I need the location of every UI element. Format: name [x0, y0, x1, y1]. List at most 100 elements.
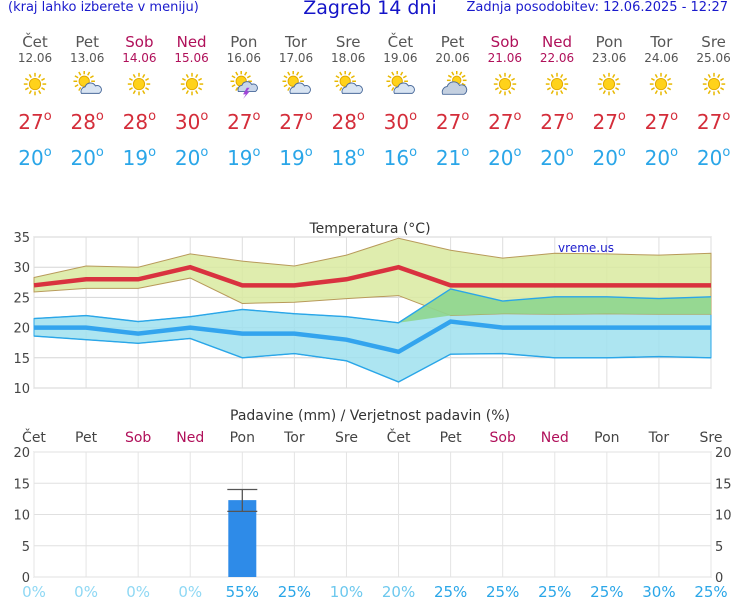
precipitation-probability: 25% [538, 583, 571, 600]
max-temperature: 27o [227, 109, 261, 134]
sun-icon [545, 72, 569, 96]
day-name: Sob [490, 33, 519, 51]
precipitation-chart-title: Padavine (mm) / Verjetnost padavin (%) [230, 408, 510, 424]
day-name: Tor [650, 33, 673, 51]
day-name: Ned [176, 33, 207, 51]
sun-icon [128, 72, 151, 96]
temperature-chart: 10 15 20 25 30 35 Temperatura (°C) vreme.us [13, 221, 712, 395]
temperature-chart-title: Temperatura (°C) [308, 221, 430, 237]
min-temperature-value: 19 [227, 146, 253, 170]
sun-cloud-icon [73, 71, 103, 94]
day-name: Pon [595, 33, 623, 51]
day-name: Pet [440, 33, 465, 51]
max-temperature-value: 30 [383, 110, 410, 134]
max-temperature: 27o [18, 109, 52, 134]
min-temperature: 20o [70, 145, 104, 170]
day-name: Čet [387, 33, 414, 51]
precipitation-probability: 25% [590, 583, 623, 600]
y-tick-label: 10 [13, 382, 30, 395]
max-temperature: 27o [488, 109, 522, 134]
min-temperature: 20o [644, 145, 679, 170]
day-date: 22.06 [539, 51, 575, 65]
y-tick-label-left: 0 [22, 571, 30, 586]
min-temperature: 19o [227, 145, 261, 170]
sun-cloud-icon [386, 71, 416, 94]
cloud-sun-icon [441, 71, 467, 95]
day-label: Pon [230, 430, 255, 446]
min-temperature-value: 20 [644, 146, 671, 170]
day-label: Sre [335, 430, 358, 446]
min-upper-line [33, 288, 712, 324]
min-temperature-value: 21 [435, 146, 462, 170]
max-temperature: 28o [122, 109, 157, 134]
y-tick-label-right: 5 [715, 540, 723, 555]
day-column: Pon 23.06 27o 20o [583, 33, 635, 170]
page-title: Zagreb 14 dni [303, 0, 437, 19]
day-date: 21.06 [487, 51, 522, 65]
sun-icon [180, 72, 203, 96]
separator-band [0, 170, 740, 214]
max-temperature-value: 27 [540, 110, 566, 134]
min-temperature: 20o [540, 145, 574, 170]
min-temperature-value: 20 [70, 146, 96, 170]
day-label: Pon [594, 430, 619, 446]
y-tick-label: 20 [13, 322, 30, 337]
min-temperature: 21o [435, 145, 470, 170]
sun-icon [650, 72, 673, 96]
min-temperature: 20o [18, 145, 52, 170]
min-temperature-value: 20 [488, 146, 514, 170]
sun-icon [597, 72, 621, 96]
day-column: Sre 25.06 27o 20o [688, 33, 740, 170]
day-date: 24.06 [644, 51, 679, 65]
day-name: Pet [75, 33, 99, 51]
precipitation-probability: 25% [694, 583, 727, 600]
y-tick-label: 15 [13, 352, 30, 367]
precipitation-probability: 25% [486, 583, 519, 600]
sun-icon [23, 72, 47, 96]
min-temperature: 20o [592, 145, 626, 170]
y-tick-label-right: 15 [715, 477, 732, 492]
day-date: 15.06 [174, 51, 209, 65]
day-name: Ned [542, 33, 572, 51]
min-lower-line [33, 335, 712, 383]
sun-cloud-icon [334, 71, 364, 94]
precipitation-probability: 0% [178, 583, 202, 600]
sun-icon [702, 72, 725, 96]
precipitation-probability: 0% [126, 583, 150, 600]
min-temperature-value: 20 [174, 146, 201, 170]
day-name: Pon [230, 33, 258, 51]
day-label: Pet [75, 430, 98, 446]
max-temperature-value: 28 [122, 110, 149, 134]
max-temperature-value: 30 [174, 110, 201, 134]
precipitation-probability: 10% [330, 583, 363, 600]
day-name: Sob [125, 33, 154, 51]
min-temperature-value: 19 [122, 146, 149, 170]
day-label: Sre [700, 430, 723, 446]
day-label: Pet [440, 430, 463, 446]
day-column: Pon 16.06 27o 19o [218, 33, 270, 170]
day-name: Sre [701, 33, 726, 51]
day-date: 16.06 [226, 51, 261, 65]
max-temperature-value: 27 [227, 110, 253, 134]
day-date: 12.06 [17, 51, 53, 65]
day-date: 18.06 [331, 51, 366, 65]
max-temperature: 30o [174, 109, 209, 134]
precipitation-probability: 0% [22, 583, 46, 600]
max-temperature-value: 27 [18, 110, 44, 134]
location-hint: (kraj lahko izberete v meniju) [8, 0, 199, 15]
max-temperature: 28o [70, 109, 104, 134]
y-tick-label: 25 [13, 291, 30, 306]
min-temperature: 20o [696, 145, 731, 170]
max-temperature: 27o [592, 109, 626, 134]
day-column: Pet 20.06 27o 21o [427, 33, 479, 170]
day-column: Tor 17.06 27o 19o [270, 33, 322, 170]
min-temperature: 19o [122, 145, 157, 170]
y-tick-label-right: 0 [715, 571, 723, 586]
y-tick-label: 30 [13, 261, 30, 276]
min-temperature-value: 16 [383, 146, 410, 170]
max-temperature-value: 27 [279, 110, 305, 134]
precipitation-probability: 30% [642, 583, 675, 600]
max-temperature-value: 27 [592, 110, 618, 134]
day-date: 13.06 [70, 51, 105, 65]
max-temperature: 27o [696, 109, 731, 134]
